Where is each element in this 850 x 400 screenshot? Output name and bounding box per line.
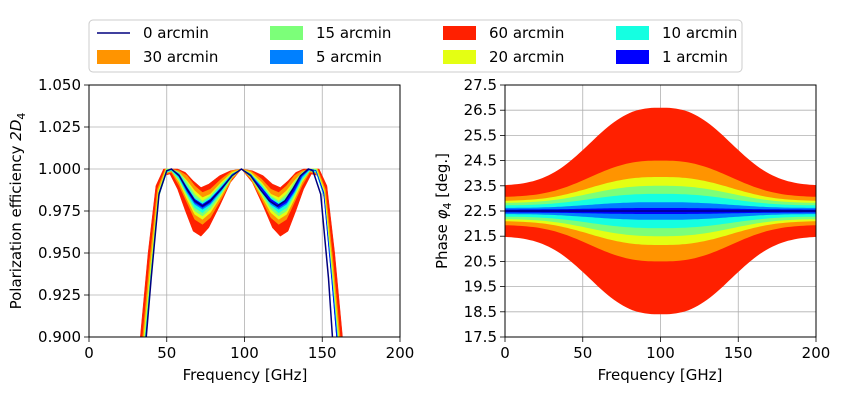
- legend-swatch-10-arcmin: [616, 26, 649, 40]
- legend-label-10-arcmin: 10 arcmin: [662, 24, 737, 42]
- efficiency-band-1-arcmin: [145, 168, 338, 337]
- phase-chart: 0 50 100 150 200 17.5 18.5 19.5 20.5 21.5 22.5 23.5…: [433, 76, 830, 384]
- phase-y-tick-label: 21.5: [464, 227, 497, 245]
- legend-frame: [88, 19, 743, 73]
- efficiency-x-tick-label: 0: [84, 344, 94, 362]
- legend-label-0-arcmin: 0 arcmin: [143, 24, 209, 42]
- efficiency-band-30-arcmin: [142, 168, 341, 337]
- legend-label-1-arcmin: 1 arcmin: [662, 48, 728, 66]
- efficiency-chart: 0 50 100 150 200 0.900 0.925 0.950 0.975 1.000 1.0…: [7, 76, 415, 384]
- legend-swatch-30-arcmin: [97, 50, 130, 64]
- efficiency-y-tick-label: 1.050: [38, 76, 81, 94]
- legend-label-5-arcmin: 5 arcmin: [316, 48, 382, 66]
- phase-x-tick-label: 150: [724, 344, 753, 362]
- efficiency-y-tick-label: 1.025: [38, 118, 81, 136]
- efficiency-x-axis-label: Frequency [GHz]: [183, 366, 308, 384]
- phase-y-tick-label: 24.5: [464, 152, 497, 170]
- phase-y-tick-label: 23.5: [464, 177, 497, 195]
- legend-swatch-60-arcmin: [443, 26, 476, 40]
- phase-x-axis-label: Frequency [GHz]: [598, 366, 723, 384]
- phase-y-tick-label: 18.5: [464, 303, 497, 321]
- phase-y-tick-label: 25.5: [464, 126, 497, 144]
- legend-label-30-arcmin: 30 arcmin: [143, 48, 218, 66]
- phase-y-tick-label: 22.5: [464, 202, 497, 220]
- phase-y-tick-label: 19.5: [464, 278, 497, 296]
- efficiency-x-tick-label: 50: [157, 344, 176, 362]
- phase-y-tick-label: 20.5: [464, 252, 497, 270]
- efficiency-y-tick-label: 0.925: [38, 286, 81, 304]
- phase-y-tick-label: 17.5: [464, 328, 497, 346]
- efficiency-x-tick-label: 200: [386, 344, 415, 362]
- legend-swatch-1-arcmin: [616, 50, 649, 64]
- efficiency-grid: [88, 84, 401, 338]
- legend-swatch-20-arcmin: [443, 50, 476, 64]
- efficiency-y-axis-label: Polarization efficiency 2D4: [7, 113, 28, 310]
- efficiency-x-tick-label: 150: [308, 344, 337, 362]
- phase-x-tick-label: 0: [500, 344, 510, 362]
- phase-x-tick-label: 100: [646, 344, 675, 362]
- efficiency-band-5-arcmin: [145, 168, 338, 337]
- efficiency-band-15-arcmin: [144, 168, 339, 337]
- efficiency-y-tick-label: 0.900: [38, 328, 81, 346]
- efficiency-y-tick-label: 0.975: [38, 202, 81, 220]
- efficiency-bands: [140, 168, 343, 337]
- legend-label-20-arcmin: 20 arcmin: [489, 48, 564, 66]
- legend-swatch-15-arcmin: [270, 26, 303, 40]
- efficiency-y-tick-label: 0.950: [38, 244, 81, 262]
- legend-swatch-5-arcmin: [270, 50, 303, 64]
- legend: 0 arcmin 30 arcmin 15 arcmin 5 arcmin 60 arc…: [88, 19, 743, 73]
- efficiency-band-10-arcmin: [145, 168, 338, 337]
- phase-y-tick-label: 26.5: [464, 101, 497, 119]
- efficiency-band-60-arcmin: [140, 168, 343, 337]
- legend-label-60-arcmin: 60 arcmin: [489, 24, 564, 42]
- efficiency-x-tick-label: 100: [230, 344, 259, 362]
- efficiency-y-tick-label: 1.000: [38, 160, 81, 178]
- phase-x-tick-label: 200: [802, 344, 831, 362]
- phase-y-tick-label: 27.5: [464, 76, 497, 94]
- phase-x-tick-label: 50: [573, 344, 592, 362]
- legend-label-15-arcmin: 15 arcmin: [316, 24, 391, 42]
- phase-y-axis-label: Phase φ4 [deg.]: [433, 153, 454, 269]
- efficiency-line-0-arcmin: [145, 168, 334, 337]
- efficiency-band-20-arcmin: [143, 168, 340, 337]
